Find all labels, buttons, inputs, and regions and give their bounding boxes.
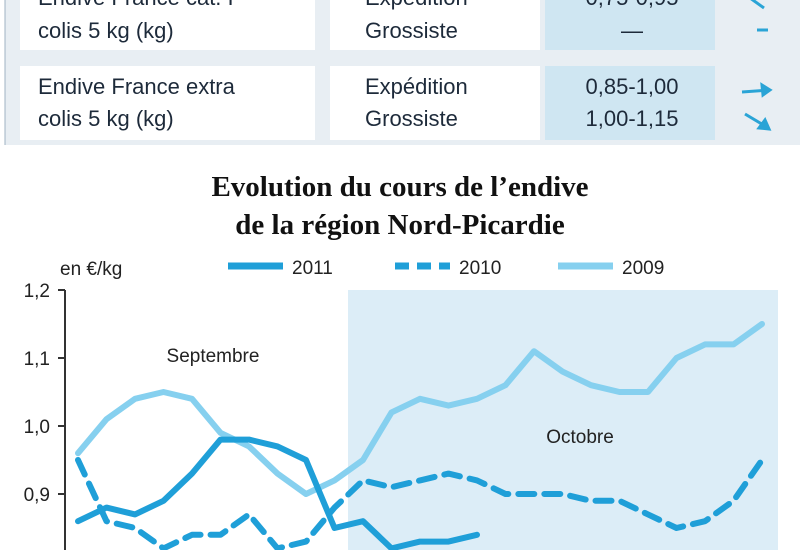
price: —: [621, 18, 643, 43]
price: 1,00-1,15: [586, 106, 679, 131]
legend-label: 2011: [292, 258, 333, 279]
price: 0,75-0,95: [586, 0, 679, 10]
price: 0,85-1,00: [586, 74, 679, 99]
legend-label: 2009: [622, 258, 664, 279]
market: Expédition: [365, 74, 468, 99]
y-tick-label: 1,1: [24, 349, 50, 370]
series-line: [75, 457, 765, 550]
product: Endive France cat. I: [38, 0, 234, 10]
arrow-down: [750, 0, 765, 10]
legend-label: 2010: [459, 258, 501, 279]
cell: [545, 0, 715, 50]
market: Grossiste: [365, 18, 458, 43]
chart-title: Evolution du cours de l’endive: [211, 171, 588, 203]
annotation: Septembre: [167, 346, 260, 367]
series-line: [75, 321, 765, 497]
cell: [20, 0, 315, 50]
y-tick-label: 1,0: [24, 417, 50, 438]
y-tick-label: 1,2: [24, 281, 50, 302]
chart-title: de la région Nord-Picardie: [235, 209, 565, 241]
market: Grossiste: [365, 106, 458, 131]
series-line: [75, 436, 480, 550]
arrow-head: [756, 117, 772, 131]
october-band: [348, 290, 778, 550]
y-axis-label: en €/kg: [60, 259, 122, 280]
cell: [545, 66, 715, 140]
cell: [20, 66, 315, 140]
trend-icons: [741, 0, 773, 131]
product: Endive France extra: [38, 74, 236, 99]
product: colis 5 kg (kg): [38, 106, 174, 131]
cell: [330, 66, 540, 140]
arrow-head: [760, 82, 773, 98]
annotation: Octobre: [546, 427, 614, 448]
y-tick-label: 0,9: [24, 485, 50, 506]
product: colis 5 kg (kg): [38, 18, 174, 43]
market: Expédition: [365, 0, 468, 10]
cell: [330, 0, 540, 50]
